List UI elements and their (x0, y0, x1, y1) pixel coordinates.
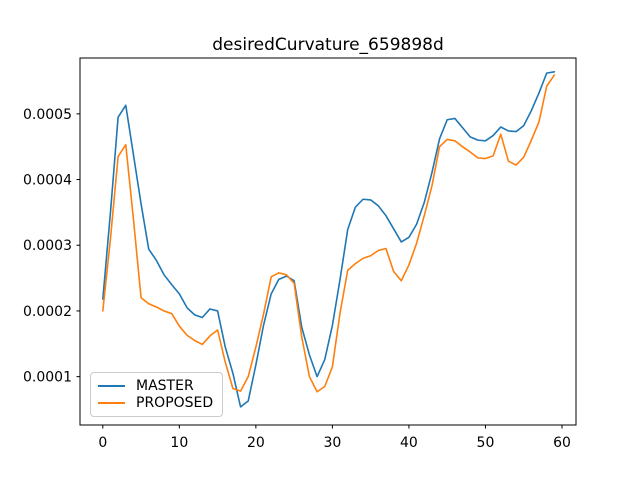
series-line-proposed (102, 74, 556, 393)
y-tick-label: 0.0005 (23, 107, 72, 123)
legend-label-proposed: PROPOSED (136, 395, 214, 411)
legend-line-swatch-master (98, 385, 125, 387)
series-lines (102, 71, 556, 408)
series-line-master (102, 71, 556, 408)
chart-title: desiredCurvature_659898d (212, 35, 444, 55)
axes: 0 10 20 30 40 50 60 0.0001 0.0002 0.0003 0.0004 0.0… (23, 57, 577, 451)
x-tick-label: 10 (170, 435, 188, 451)
x-tick-label: 30 (323, 435, 341, 451)
x-tick-label: 20 (247, 435, 265, 451)
x-tick-label: 40 (400, 435, 418, 451)
legend-item-master: MASTER (98, 379, 218, 393)
axes-frame (79, 57, 577, 426)
legend-item-proposed: PROPOSED (98, 396, 218, 410)
x-tick-label: 0 (98, 435, 107, 451)
y-tick-label: 0.0001 (23, 370, 72, 386)
y-tick-label: 0.0004 (23, 173, 72, 189)
y-tick-label: 0.0002 (23, 304, 72, 320)
x-tick-label: 50 (477, 435, 495, 451)
x-tick-label: 60 (553, 435, 571, 451)
legend-label-master: MASTER (136, 378, 194, 394)
legend-line-swatch-proposed (98, 402, 125, 404)
legend: MASTER PROPOSED (90, 372, 223, 417)
y-tick-label: 0.0003 (23, 238, 72, 254)
